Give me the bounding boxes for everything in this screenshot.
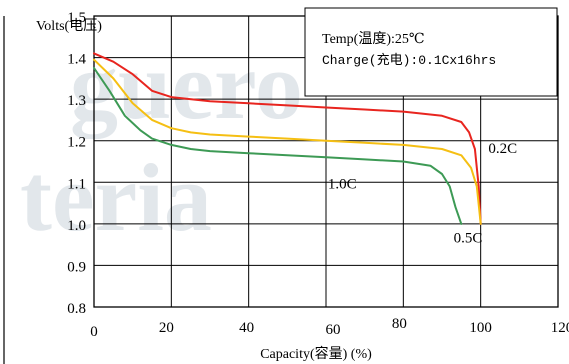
series-line-0.5C — [93, 58, 482, 225]
y-tick-label: 1.3 — [67, 93, 86, 109]
y-tick-label: 1.0 — [67, 218, 86, 234]
watermark-text-1: guero — [70, 32, 303, 139]
annotation-box: Temp(温度):25℃ Charge(充电):0.1Cx16hrs — [304, 7, 558, 97]
y-tick-labels: 0.8 0.9 1.0 1.1 1.2 1.3 1.4 1.5 — [67, 10, 86, 317]
series-label-1.0C: 1.0C — [328, 177, 357, 193]
series-label-0.5C: 0.5C — [454, 231, 483, 247]
y-tick-label: 1.5 — [67, 10, 86, 26]
x-tick-label: 80 — [392, 316, 407, 332]
annotation-frame — [304, 7, 558, 97]
series-line-1.0C — [93, 67, 463, 225]
x-tick-label: 60 — [326, 322, 341, 338]
y-axis-label: Volts(电压) — [36, 18, 102, 34]
x-tick-label: 0 — [90, 324, 98, 340]
x-tick-label: 120 — [551, 320, 569, 336]
y-tick-label: 1.1 — [67, 176, 86, 192]
watermark-text-2: teria — [20, 144, 212, 251]
x-axis-label: Capacity(容量) (%) — [260, 345, 372, 362]
series-label-0.2C: 0.2C — [488, 141, 517, 157]
y-tick-label: 0.9 — [67, 259, 86, 275]
x-tick-label: 20 — [159, 320, 174, 336]
y-tick-label: 1.2 — [67, 135, 86, 151]
x-tick-labels: 0 20 40 60 80 100 120 — [90, 316, 569, 340]
y-tick-label: 1.4 — [67, 52, 86, 68]
series-lines — [93, 52, 482, 225]
x-tick-label: 100 — [469, 320, 492, 336]
annotation-charge: Charge(充电):0.1Cx16hrs — [322, 52, 496, 68]
series-labels: 0.2C 1.0C 0.5C — [328, 141, 517, 246]
series-line-0.2C — [93, 52, 482, 225]
annotation-temp: Temp(温度):25℃ — [322, 31, 425, 47]
y-tick-label: 0.8 — [67, 301, 86, 317]
x-tick-label: 40 — [239, 320, 254, 336]
